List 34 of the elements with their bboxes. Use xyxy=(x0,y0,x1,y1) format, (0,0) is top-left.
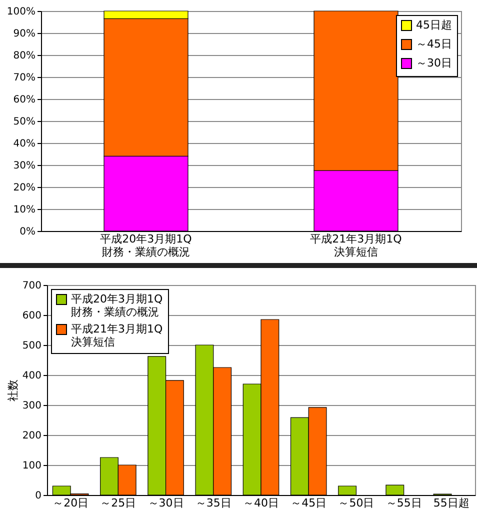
legend-label: ～30日 xyxy=(416,56,452,70)
x-tick-label: ～45日 xyxy=(290,496,327,510)
y-tick-label: 80% xyxy=(13,50,36,62)
y-tick-label: 700 xyxy=(22,280,42,292)
y-tick-label: 500 xyxy=(22,340,42,352)
y-tick-label: 90% xyxy=(13,28,36,40)
legend-label: 平成21年3月期1Q 決算短信 xyxy=(71,322,163,348)
legend-label: 45日超 xyxy=(416,18,452,32)
x-tick-label: 55日超 xyxy=(433,496,470,510)
x-tick-label: ～20日 xyxy=(52,496,89,510)
y-tick-label: 600 xyxy=(22,310,42,322)
x-tick-label: ～35日 xyxy=(195,496,232,510)
y-tick-label: 100% xyxy=(6,6,36,18)
y-tick-label: 400 xyxy=(22,370,42,382)
x-tick-label: ～30日 xyxy=(148,496,184,510)
y-tick-label: 0 xyxy=(35,490,42,502)
y-tick-label: 50% xyxy=(13,116,36,128)
x-tick-label: ～55日 xyxy=(386,496,422,510)
legend-label: 平成20年3月期1Q 財務・業績の概況 xyxy=(71,292,163,318)
y-tick-label: 20% xyxy=(13,182,36,194)
y-tick-label: 60% xyxy=(13,94,36,106)
y-tick-label: 100 xyxy=(22,460,42,472)
y-tick-label: 70% xyxy=(13,72,36,84)
legend-label: ～45日 xyxy=(416,38,452,50)
y-tick-label: 300 xyxy=(22,400,42,412)
y-tick-label: 40% xyxy=(13,138,36,150)
y-tick-label: 30% xyxy=(13,160,36,172)
x-tick-label: ～25日 xyxy=(100,496,136,510)
x-tick-label: ～40日 xyxy=(243,496,279,510)
y-axis-title: 社数 xyxy=(6,380,20,402)
y-tick-label: 10% xyxy=(13,204,36,216)
y-tick-label: 200 xyxy=(22,430,42,442)
x-tick-label: ～50日 xyxy=(338,496,374,510)
y-tick-label: 0% xyxy=(20,226,36,238)
